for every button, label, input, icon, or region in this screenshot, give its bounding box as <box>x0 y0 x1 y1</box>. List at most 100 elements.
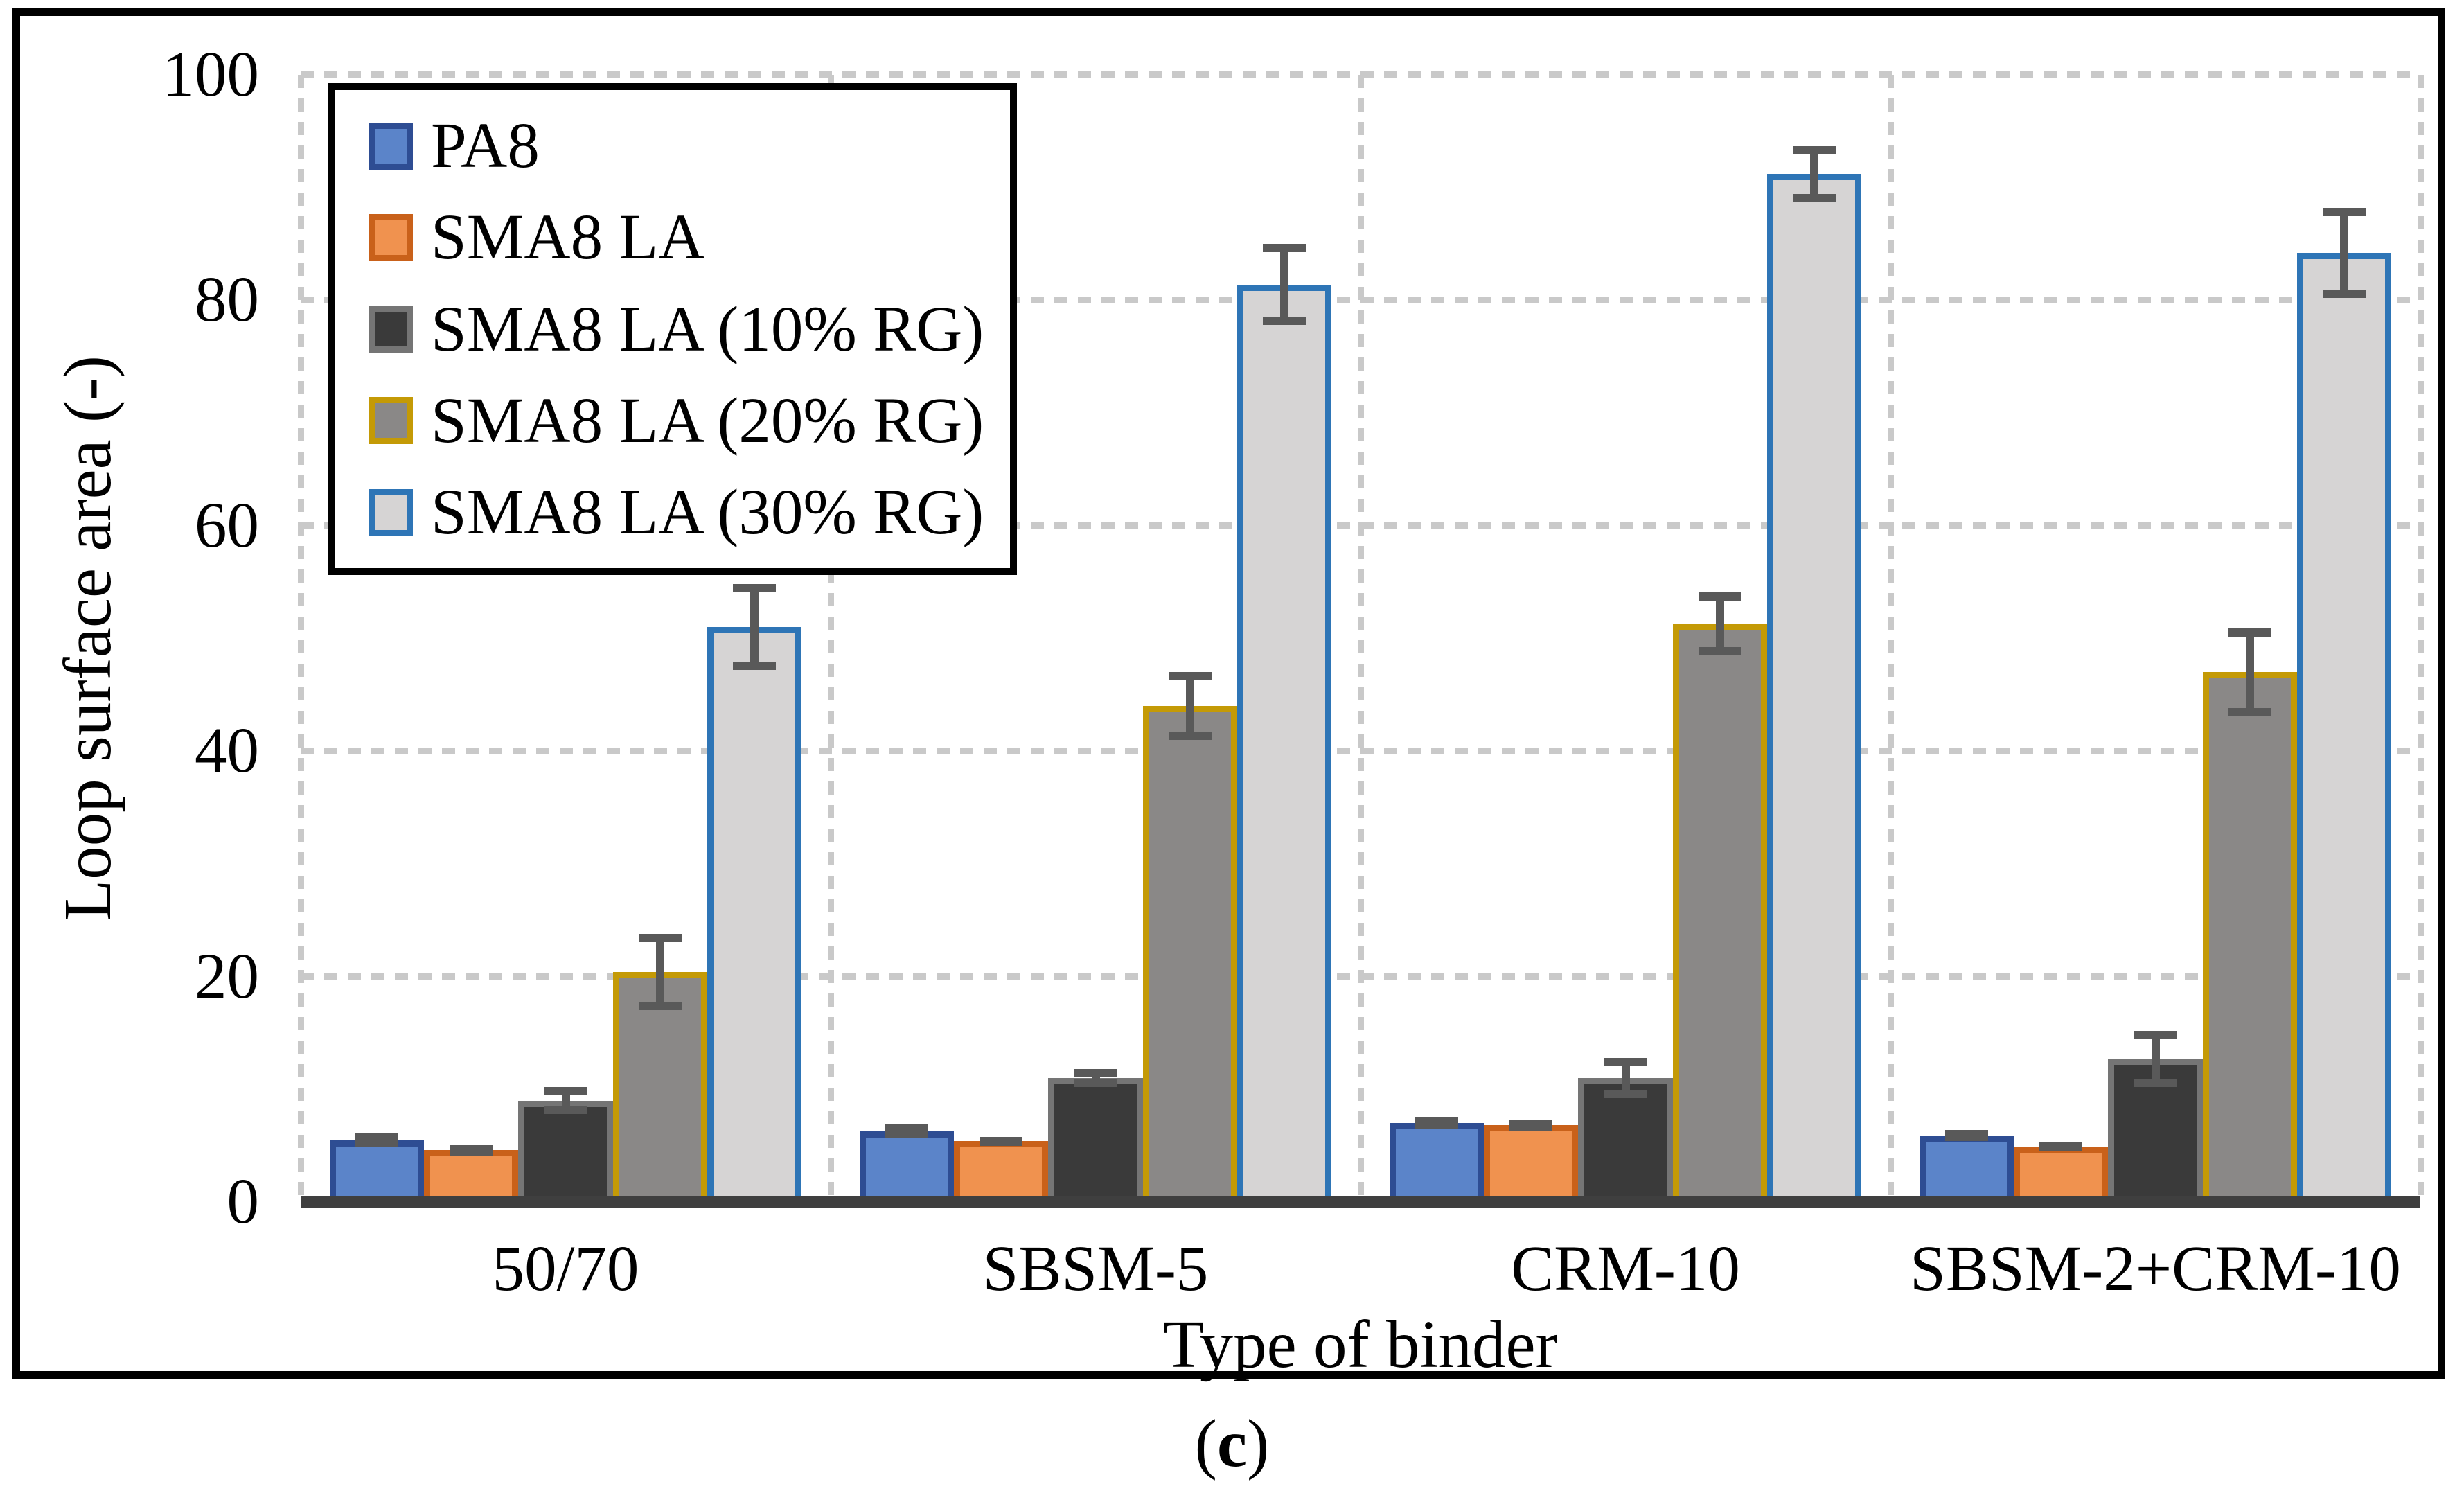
bar-group: CRM-10 <box>1360 75 1890 1305</box>
axis-baseline <box>301 1196 2420 1208</box>
error-bar-cap-bottom <box>980 1137 1023 1146</box>
error-bar-cap-bottom <box>355 1138 399 1147</box>
error-bar <box>1792 145 1836 202</box>
bar-cluster <box>1920 75 2392 1202</box>
y-tick-label: 0 <box>227 1166 260 1237</box>
bar-cell <box>1237 75 1332 1202</box>
error-bar-cap-bottom <box>732 662 776 671</box>
bar-group: 50/70 <box>301 75 831 1305</box>
error-bar-line <box>2339 208 2348 299</box>
error-bar <box>732 584 776 671</box>
legend-swatch <box>369 488 413 536</box>
legend: PA8 SMA8 LA SMA8 LA (10% RG) SMA8 LA (20% R… <box>328 83 1017 575</box>
bar-cluster <box>860 75 1332 1202</box>
legend-item-label: SMA8 LA (30% RG) <box>431 477 984 548</box>
bar-cell <box>707 75 802 1202</box>
error-bar-cap-bottom <box>1698 646 1741 655</box>
error-bar-cap-top <box>638 933 682 942</box>
error-bar-cap-top <box>1792 145 1836 154</box>
error-bar-line <box>1185 672 1194 740</box>
caption-close-paren: ) <box>1247 1406 1270 1481</box>
chart-frame: Loop surface area (-) 0 20 40 60 80 100 50/70… <box>12 8 2445 1381</box>
error-bar-line <box>1279 244 1288 326</box>
error-bar-line <box>2245 628 2254 716</box>
error-bar-line <box>1621 1057 1630 1099</box>
error-bar <box>1604 1057 1647 1099</box>
legend-item-label: SMA8 LA <box>431 202 705 274</box>
x-tick-label: CRM-10 <box>1511 1233 1740 1305</box>
gridline-horizontal <box>301 71 2420 78</box>
error-bar <box>1415 1117 1459 1129</box>
legend-item-label: SMA8 LA (10% RG) <box>431 293 984 365</box>
error-bar-line <box>1715 592 1724 655</box>
error-bar <box>2228 628 2271 716</box>
bar <box>860 1131 955 1202</box>
error-bar-cap-top <box>2322 208 2366 216</box>
error-bar-cap-bottom <box>2228 707 2271 716</box>
error-bar-cap-bottom <box>1415 1120 1459 1129</box>
bar <box>2014 1147 2109 1202</box>
error-bar-cap-bottom <box>1168 731 1212 740</box>
error-bar-cap-top <box>732 584 776 593</box>
bar <box>2296 253 2392 1202</box>
bar <box>1390 1123 1484 1202</box>
error-bar-cap-bottom <box>885 1129 929 1138</box>
error-bar <box>2039 1142 2083 1152</box>
bar-cell <box>612 75 707 1202</box>
bar <box>1672 624 1767 1202</box>
bar <box>954 1141 1049 1202</box>
y-tick-label: 20 <box>195 940 259 1012</box>
bar-cell <box>1578 75 1673 1202</box>
error-bar-line <box>1809 145 1818 202</box>
plot-area: 50/70 SBSM-5 CRM-10 SBSM-2+CRM-10 <box>298 71 2424 1305</box>
legend-item: PA8 <box>369 114 996 178</box>
error-bar <box>1074 1069 1117 1088</box>
error-bar <box>1698 592 1741 655</box>
error-bar <box>1168 672 1212 740</box>
bar-cell <box>1672 75 1767 1202</box>
bar-cluster <box>1390 75 1862 1202</box>
bar-cell <box>2014 75 2109 1202</box>
legend-swatch <box>369 213 413 261</box>
error-bar-cap-top <box>544 1087 587 1096</box>
bar-cell <box>330 75 425 1202</box>
error-bar <box>1262 244 1306 326</box>
error-bar <box>2134 1030 2177 1088</box>
bar-cell <box>1766 75 1862 1202</box>
bar <box>1484 1125 1579 1202</box>
bar <box>1048 1078 1143 1202</box>
legend-item-label: SMA8 LA (20% RG) <box>431 385 984 457</box>
y-axis-ticks: 0 20 40 60 80 100 <box>20 39 260 1237</box>
bar-cell <box>1484 75 1579 1202</box>
bar-cell <box>1142 75 1237 1202</box>
bar-cell <box>518 75 613 1202</box>
legend-swatch <box>369 122 413 170</box>
error-bar-cap-top <box>2228 628 2271 637</box>
x-tick-label: 50/70 <box>492 1233 639 1305</box>
gridline-vertical <box>828 75 834 1202</box>
caption-letter: c <box>1216 1406 1248 1481</box>
error-bar-cap-top <box>1604 1057 1647 1066</box>
legend-item: SMA8 LA (20% RG) <box>369 389 996 453</box>
error-bar-cap-bottom <box>1262 317 1306 326</box>
bar-cell <box>1390 75 1484 1202</box>
bar <box>2202 672 2297 1202</box>
legend-swatch <box>369 397 413 445</box>
error-bar-cap-bottom <box>450 1147 493 1156</box>
bar-cell <box>2202 75 2297 1202</box>
bar-cell <box>2108 75 2203 1202</box>
bar <box>1237 284 1332 1202</box>
bar-cluster <box>330 75 802 1202</box>
error-bar-cap-bottom <box>2039 1142 2083 1151</box>
bar-cell <box>2296 75 2392 1202</box>
legend-item: SMA8 LA (30% RG) <box>369 480 996 545</box>
legend-item: SMA8 LA <box>369 205 996 270</box>
error-bar <box>2322 208 2366 299</box>
gridline-vertical <box>2418 75 2424 1202</box>
error-bar-cap-top <box>1074 1069 1117 1078</box>
x-tick-label: SBSM-2+CRM-10 <box>1910 1233 2401 1305</box>
bar-group: SBSM-2+CRM-10 <box>1890 75 2420 1305</box>
bar <box>1142 706 1237 1202</box>
legend-item-label: PA8 <box>431 110 540 182</box>
